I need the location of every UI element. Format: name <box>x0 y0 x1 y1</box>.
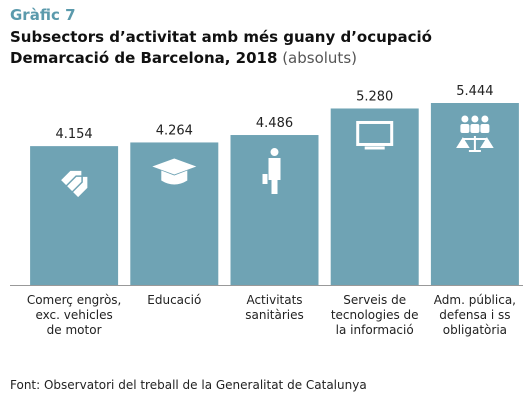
x-tick-label: Comerç engròs, exc. vehicles de motor <box>26 293 122 337</box>
icon <box>470 124 480 133</box>
chart-title: Subsectors d’activitat amb més guany d’o… <box>10 28 432 46</box>
source: Font: Observatori del treball de la Gene… <box>10 378 367 392</box>
bar <box>430 103 519 285</box>
value-label: 5.444 <box>456 84 493 99</box>
bar <box>30 146 119 285</box>
icon <box>460 124 470 133</box>
chart-subtitle: Demarcació de Barcelona, 2018 <box>10 49 278 67</box>
value-label: 4.486 <box>256 116 293 131</box>
bar <box>330 108 419 286</box>
unit: (absoluts) <box>282 49 357 67</box>
icon <box>461 115 469 123</box>
icon <box>364 146 385 150</box>
chart-label: Gràfic 7 <box>10 6 76 24</box>
icon <box>262 158 281 195</box>
icon <box>59 169 89 200</box>
icon <box>270 148 279 157</box>
x-tick-label: Adm. pública, defensa i ss obligatòria <box>433 293 516 337</box>
value-label: 4.154 <box>55 127 92 142</box>
icon <box>456 136 494 152</box>
icon <box>481 115 489 123</box>
icon <box>152 158 197 185</box>
x-tick-label: Serveis de tecnologies de la informació <box>330 293 419 337</box>
icon <box>471 115 479 123</box>
x-tick-label: Activitats sanitàries <box>245 293 304 322</box>
subtitle-line: Demarcació de Barcelona, 2018 (absoluts) <box>10 49 357 67</box>
icon <box>356 120 394 146</box>
value-label: 5.280 <box>356 89 393 104</box>
icon <box>480 124 490 133</box>
bar <box>230 135 319 285</box>
x-tick-label: Educació <box>147 293 202 307</box>
value-label: 4.264 <box>156 123 193 138</box>
